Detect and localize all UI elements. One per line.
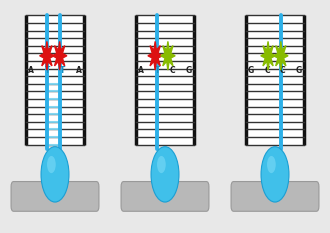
Polygon shape: [52, 41, 67, 70]
Text: T: T: [154, 66, 160, 75]
Bar: [246, 15, 304, 145]
Bar: [136, 15, 194, 145]
Text: A: A: [76, 66, 82, 75]
FancyBboxPatch shape: [11, 182, 99, 211]
Polygon shape: [274, 41, 288, 70]
Circle shape: [157, 156, 166, 173]
Circle shape: [261, 147, 289, 202]
Text: G: G: [248, 66, 254, 75]
Text: C: C: [170, 66, 176, 75]
Text: G: G: [186, 66, 192, 75]
Text: T: T: [45, 66, 50, 75]
Text: A: A: [28, 66, 34, 75]
Circle shape: [267, 156, 276, 173]
Text: C: C: [264, 66, 270, 75]
Text: Próba nr 1: Próba nr 1: [30, 203, 80, 213]
Text: T: T: [60, 66, 66, 75]
Circle shape: [151, 147, 179, 202]
Text: Próba nr 3: Próba nr 3: [250, 203, 300, 213]
Circle shape: [41, 147, 69, 202]
Text: Próba nr 2: Próba nr 2: [140, 203, 190, 213]
Bar: [26, 15, 84, 145]
FancyBboxPatch shape: [231, 182, 319, 211]
Text: G: G: [296, 66, 302, 75]
Polygon shape: [261, 41, 275, 70]
Text: A: A: [138, 66, 144, 75]
Polygon shape: [40, 41, 54, 70]
Polygon shape: [148, 41, 162, 70]
Circle shape: [47, 156, 56, 173]
Text: C: C: [280, 66, 286, 75]
Polygon shape: [161, 41, 175, 70]
FancyBboxPatch shape: [121, 182, 209, 211]
